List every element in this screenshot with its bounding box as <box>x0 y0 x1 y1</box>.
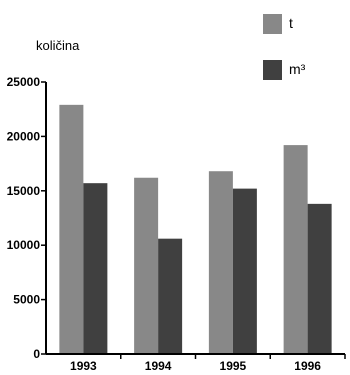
y-tick-label: 10000 <box>7 238 41 252</box>
bars-group <box>59 104 332 355</box>
x-tick-label: 1993 <box>70 359 97 373</box>
legend-swatch <box>263 14 282 34</box>
legend: t m³ <box>263 14 306 80</box>
y-tick-label: 20000 <box>7 129 41 143</box>
legend-label: m³ <box>289 61 306 77</box>
bar-mm3-1993 <box>83 183 108 354</box>
bar-t-1994 <box>134 177 159 354</box>
bar-t-1995 <box>208 171 233 354</box>
axes-group: 1993 1994 1995 1996 0 5000 10000 15000 20000 2500… <box>7 75 346 373</box>
y-axis-label: količina <box>36 38 80 53</box>
y-tick-label: 0 <box>33 347 40 361</box>
legend-label: t <box>289 15 293 31</box>
x-tick-label: 1995 <box>220 359 247 373</box>
legend-swatch <box>263 60 282 80</box>
y-tick-label: 25000 <box>7 75 41 89</box>
y-tick-label: 15000 <box>7 184 41 198</box>
x-tick-label: 1996 <box>294 359 321 373</box>
bar-mm3-1994 <box>158 238 183 354</box>
bar-t-1996 <box>283 145 308 354</box>
bar-mm3-1995 <box>232 188 257 354</box>
y-tick-label: 5000 <box>13 293 40 307</box>
x-tick-label: 1994 <box>145 359 172 373</box>
bar-mm3-1996 <box>307 203 332 354</box>
bar-t-1993 <box>59 104 84 355</box>
